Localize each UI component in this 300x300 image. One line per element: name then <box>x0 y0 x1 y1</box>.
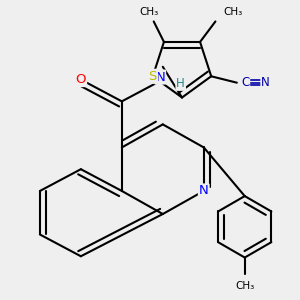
Text: O: O <box>76 73 86 86</box>
Text: C: C <box>241 76 249 89</box>
Text: S: S <box>148 70 157 83</box>
Text: CH₃: CH₃ <box>235 281 254 291</box>
Text: CH₃: CH₃ <box>139 8 158 17</box>
Text: N: N <box>199 184 208 197</box>
Text: H: H <box>176 77 185 90</box>
Text: N: N <box>261 76 270 89</box>
Text: N: N <box>155 70 165 83</box>
Text: CH₃: CH₃ <box>223 8 242 17</box>
